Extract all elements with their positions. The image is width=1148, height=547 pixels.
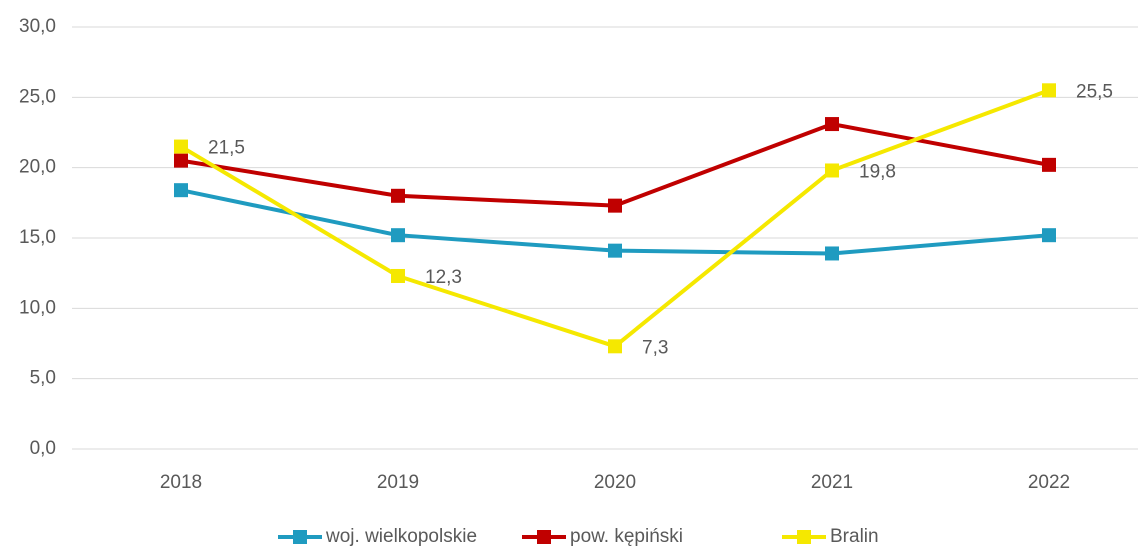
y-tick-label: 20,0 <box>19 157 56 178</box>
x-tick-label: 2022 <box>1028 472 1070 493</box>
marker <box>391 188 405 203</box>
legend-label: woj. wielkopolskie <box>325 526 477 547</box>
legend-marker <box>797 530 811 544</box>
marker <box>825 117 839 132</box>
legend-label: pow. kępiński <box>570 526 683 547</box>
marker <box>391 268 405 283</box>
y-tick-label: 30,0 <box>19 16 56 37</box>
x-tick-label: 2020 <box>594 472 636 493</box>
y-tick-label: 10,0 <box>19 297 56 318</box>
marker <box>391 228 405 243</box>
marker <box>174 153 188 168</box>
marker <box>1042 228 1056 243</box>
data-label: 19,8 <box>859 161 896 182</box>
x-tick-label: 2018 <box>160 472 202 493</box>
y-tick-label: 0,0 <box>30 438 56 459</box>
marker <box>825 163 839 178</box>
legend-marker <box>537 530 551 544</box>
data-label: 21,5 <box>208 138 245 159</box>
y-tick-label: 5,0 <box>30 368 56 389</box>
marker <box>608 339 622 354</box>
data-label: 25,5 <box>1076 81 1113 102</box>
marker <box>608 243 622 258</box>
marker <box>174 139 188 154</box>
y-tick-label: 25,0 <box>19 86 56 107</box>
marker <box>608 198 622 213</box>
data-label: 12,3 <box>425 267 462 288</box>
marker <box>825 246 839 261</box>
marker <box>1042 83 1056 98</box>
marker <box>174 183 188 198</box>
x-tick-label: 2021 <box>811 472 853 493</box>
data-label: 7,3 <box>642 337 668 358</box>
x-tick-label: 2019 <box>377 472 419 493</box>
legend-label: Bralin <box>830 526 879 547</box>
y-tick-label: 15,0 <box>19 227 56 248</box>
legend-marker <box>293 530 307 544</box>
marker <box>1042 157 1056 172</box>
